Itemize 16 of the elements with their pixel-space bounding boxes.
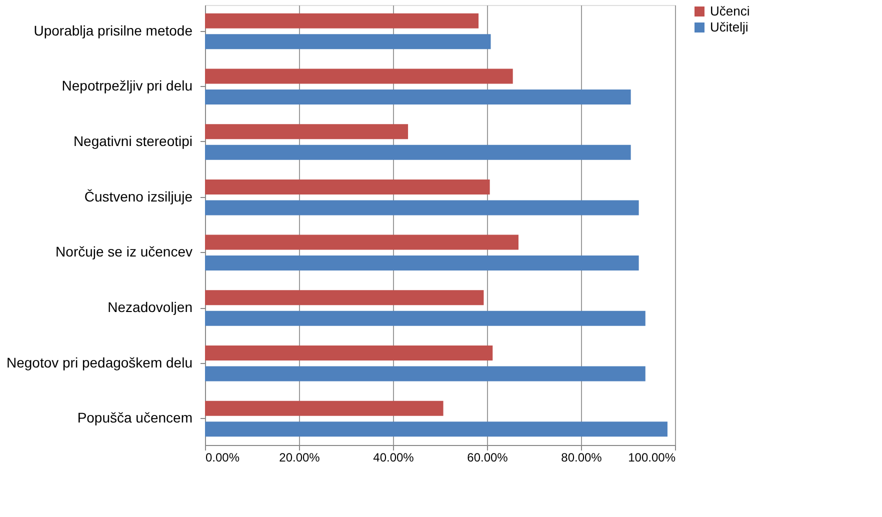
y-tick-label: Nepotrpežljiv pri delu [62,78,192,94]
x-tick-label: 0.00% [206,450,240,464]
x-tick-label: 40.00% [373,450,414,464]
y-tick-label: Nezadovoljen [108,299,192,316]
y-tick-label: Negativni stereotipi [73,132,192,149]
x-tick-label: 20.00% [279,450,320,464]
legend-label: Učenci [710,4,750,18]
x-tick-label: 60.00% [467,450,508,464]
y-tick-label: Negotov pri pedagoškem delu [6,354,192,370]
legend-label: Učitelji [710,20,748,34]
y-tick-label: Popušča učencem [77,410,192,426]
y-tick-label: Čustveno izsiljuje [84,188,193,204]
x-tick-label: 100.00% [628,450,676,464]
y-tick-label: Uporablja prisilne metode [34,22,193,38]
x-tick-label: 80.00% [561,450,602,464]
y-tick-label: Norčuje se iz učencev [56,244,192,260]
